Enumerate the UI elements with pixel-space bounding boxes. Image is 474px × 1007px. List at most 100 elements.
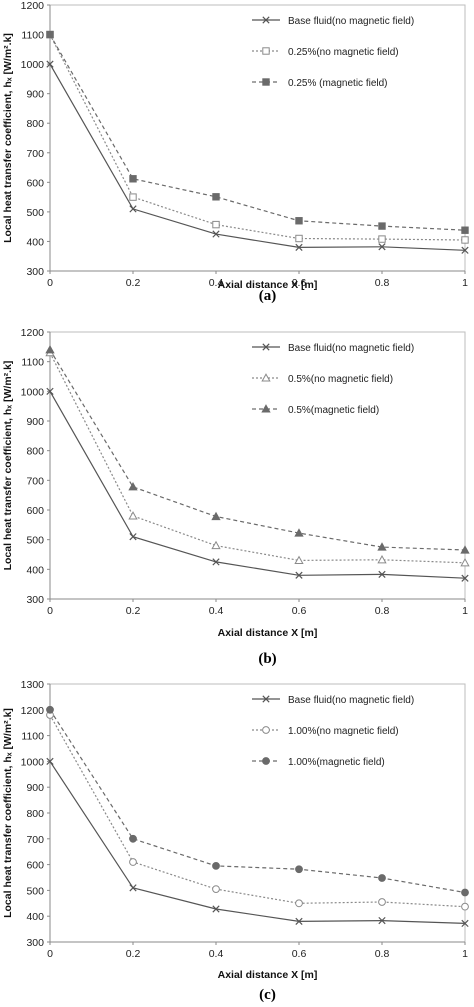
x-axis-label: Axial distance X [m] [218,627,318,639]
data-point [46,60,54,68]
y-tick-label: 1300 [21,679,45,691]
x-tick-label: 0 [47,605,53,617]
data-point [295,243,303,251]
y-tick-label: 800 [26,118,44,130]
y-tick-label: 1000 [21,756,45,768]
data-point [461,574,469,582]
x-tick-label: 1 [462,948,468,960]
chart-panel-1: 300 400 500 600 700 800 900 1000 1100 1200 0 0.2 0.4… [2,0,469,304]
series-2 [45,347,470,567]
series-3 [46,30,469,234]
x-tick-label: 0.2 [126,605,141,617]
plot-area-border [49,331,466,600]
y-tick-label: 700 [26,148,44,160]
series-1 [46,387,469,582]
data-point [460,545,470,554]
data-point [212,558,220,566]
panel-label: (c) [259,987,276,1003]
legend-entry: 0.25%(no magnetic field) [288,47,399,58]
data-point [461,226,469,234]
plot-area-border [49,4,466,272]
y-axis-label: Local heat transfer coefficient, hₓ [W/m… [2,361,14,571]
x-axis-label: Axial distance X [m] [218,279,318,291]
series-3 [45,344,470,554]
data-point [461,246,469,254]
x-tick-label: 0.8 [375,605,390,617]
data-point [460,557,470,567]
y-tick-label: 500 [26,535,44,547]
x-tick-label: 0 [47,277,53,289]
data-point [461,902,469,911]
data-point [212,220,220,229]
series-2 [46,30,469,244]
series-line [49,352,466,564]
legend-entry: 0.5%(no magnetic field) [288,374,393,385]
x-tick-label: 0.2 [126,948,141,960]
y-tick-label: 400 [26,564,44,576]
data-point [461,919,469,928]
series-1 [46,757,469,928]
data-point [128,482,138,491]
data-point [129,858,137,866]
data-point [45,344,55,354]
series-line [49,761,466,924]
data-point [295,917,303,925]
y-axis-label: Local heat transfer coefficient, hₓ [W/m… [2,33,14,243]
y-axis-label: Local heat transfer coefficient, hₓ [W/m… [2,708,14,918]
y-tick-label: 1000 [21,386,45,398]
panel-label: (a) [259,288,277,304]
y-tick-label: 900 [26,416,44,428]
data-point [378,898,386,906]
data-point [129,533,137,541]
x-tick-label: 0.8 [375,948,390,960]
legend-marker [262,343,270,351]
legend-marker [261,373,271,382]
panel-label: (b) [258,651,276,667]
data-point [295,865,303,874]
data-point [211,511,221,521]
data-point [46,757,54,766]
x-tick-label: 0.8 [375,277,390,289]
legend-marker [262,757,270,765]
y-tick-label: 1100 [21,731,44,743]
data-point [295,217,303,225]
x-tick-label: 0.4 [209,948,224,960]
legend-marker [261,404,271,413]
data-point [46,705,54,714]
data-point [212,861,220,870]
legend-entry: 1.00%(magnetic field) [288,757,385,768]
data-point [378,235,386,243]
data-point [212,885,220,894]
data-point [129,205,137,213]
y-tick-label: 1200 [21,0,45,12]
data-point [212,905,220,913]
legend-marker [262,726,270,734]
legend-entry: Base fluid(no magnetic field) [288,343,414,354]
data-point [295,899,303,908]
series-line [49,34,466,231]
series-line [49,349,466,551]
x-tick-label: 0.6 [292,277,307,289]
y-tick-label: 800 [26,446,44,458]
x-tick-label: 0.4 [209,277,224,289]
legend-marker [262,16,270,24]
y-tick-label: 1100 [21,30,44,42]
data-point [378,570,386,579]
y-tick-label: 300 [26,937,44,949]
x-axis-label: Axial distance X [m] [218,969,318,981]
data-point [377,542,387,551]
legend-entry: 0.5%(magnetic field) [288,405,379,416]
legend: Base fluid(no magnetic field) 1.00%(no ma… [252,695,414,768]
series-line [49,709,466,894]
data-point [129,884,137,892]
y-tick-label: 300 [26,266,44,278]
data-point [46,30,54,39]
chart-panel-2: 300 400 500 600 700 800 900 1000 1100 1200 0 0.2 0.4… [2,327,470,667]
y-tick-label: 1200 [21,705,45,717]
chart-panel-3: 300 400 500 600 700 800 900 1000 1100 1200 1300 0 0.… [2,679,469,1003]
legend: Base fluid(no magnetic field) 0.5%(no mag… [252,343,414,416]
series-line [49,714,466,908]
y-tick-label: 1200 [21,327,45,339]
x-tick-label: 1 [462,277,468,289]
